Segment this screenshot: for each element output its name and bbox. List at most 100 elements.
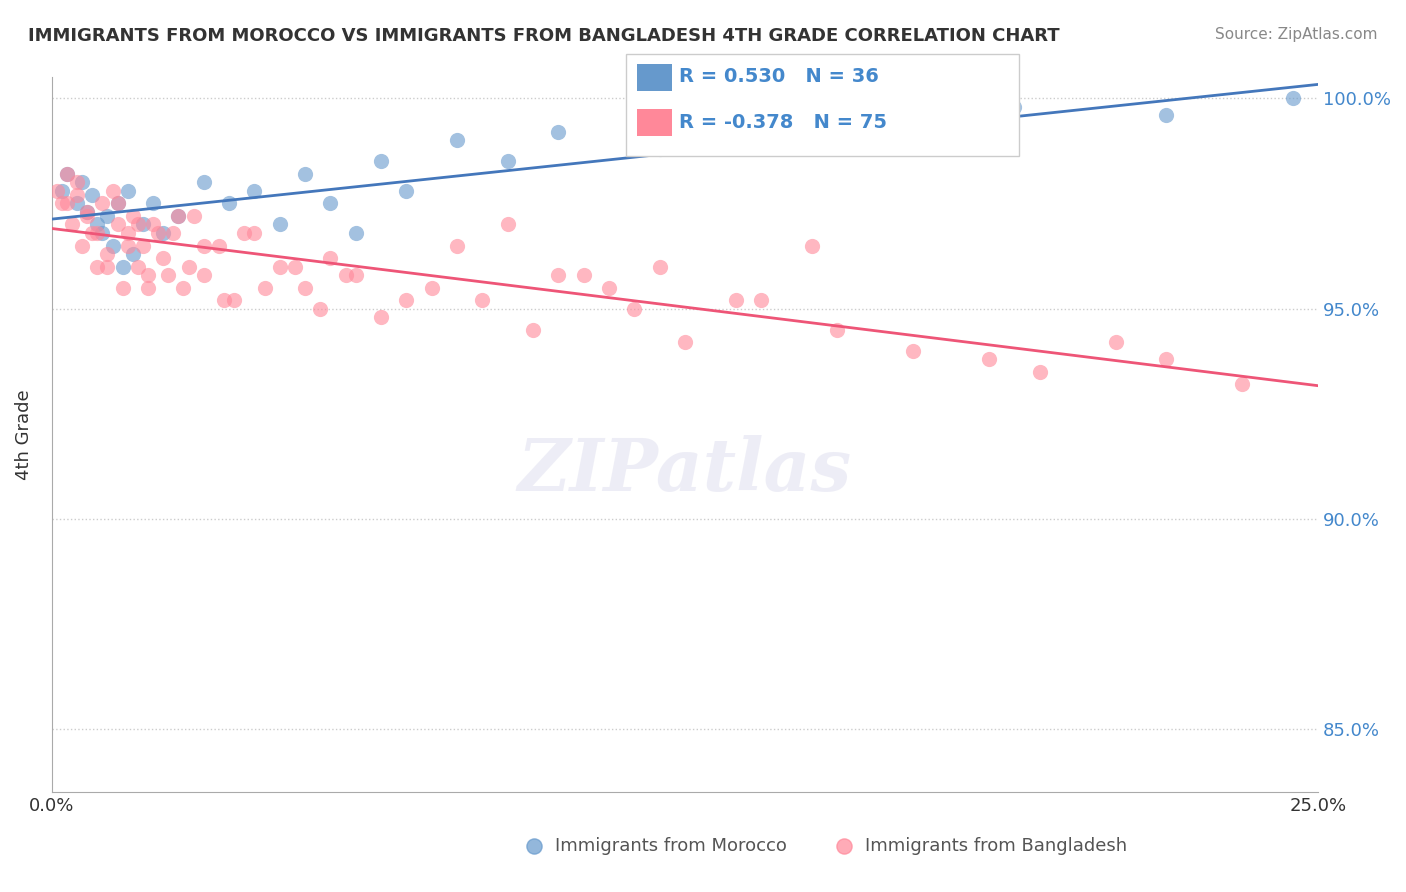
Text: R = 0.530   N = 36: R = 0.530 N = 36 <box>679 67 879 87</box>
Point <box>66 188 89 202</box>
Point <box>193 268 215 282</box>
Point <box>76 205 98 219</box>
Point <box>294 167 316 181</box>
Point <box>446 133 468 147</box>
Point <box>167 209 190 223</box>
Point <box>496 218 519 232</box>
Point <box>157 268 180 282</box>
Point <box>162 226 184 240</box>
Point <box>51 184 73 198</box>
Point <box>344 268 367 282</box>
Point <box>218 196 240 211</box>
Point <box>111 260 134 274</box>
Point <box>648 260 671 274</box>
Point <box>648 142 671 156</box>
Point <box>82 226 104 240</box>
Point <box>269 218 291 232</box>
Point <box>284 260 307 274</box>
Point <box>749 293 772 307</box>
Point <box>370 310 392 324</box>
Point <box>146 226 169 240</box>
Point <box>344 226 367 240</box>
Point <box>1154 108 1177 122</box>
Point <box>547 268 569 282</box>
Text: Immigrants from Morocco: Immigrants from Morocco <box>555 837 787 855</box>
Point <box>132 218 155 232</box>
Point <box>749 120 772 135</box>
Point <box>91 196 114 211</box>
Point <box>172 280 194 294</box>
Point <box>101 238 124 252</box>
Point <box>208 238 231 252</box>
Point <box>1154 351 1177 366</box>
Text: Source: ZipAtlas.com: Source: ZipAtlas.com <box>1215 27 1378 42</box>
Text: R = -0.378   N = 75: R = -0.378 N = 75 <box>679 112 887 132</box>
Point <box>45 184 67 198</box>
Point <box>121 247 143 261</box>
Point <box>117 238 139 252</box>
Point <box>1104 335 1126 350</box>
Point <box>96 209 118 223</box>
Point <box>623 301 645 316</box>
Point <box>177 260 200 274</box>
Point <box>523 838 546 853</box>
Point <box>193 238 215 252</box>
Point <box>167 209 190 223</box>
Point <box>724 293 747 307</box>
Point <box>96 260 118 274</box>
Point <box>395 293 418 307</box>
Point <box>851 133 873 147</box>
Point <box>673 335 696 350</box>
Point <box>446 238 468 252</box>
Point <box>136 268 159 282</box>
Point <box>107 196 129 211</box>
Point <box>107 196 129 211</box>
Y-axis label: 4th Grade: 4th Grade <box>15 389 32 480</box>
Point <box>70 176 93 190</box>
Point <box>1028 365 1050 379</box>
Point <box>82 188 104 202</box>
Point <box>96 247 118 261</box>
Point <box>522 322 544 336</box>
Point <box>253 280 276 294</box>
Point <box>335 268 357 282</box>
Point <box>66 196 89 211</box>
Point <box>121 209 143 223</box>
Point <box>294 280 316 294</box>
Point <box>117 226 139 240</box>
Point <box>243 184 266 198</box>
Point <box>572 268 595 282</box>
Point <box>136 280 159 294</box>
Point <box>1281 91 1303 105</box>
Point <box>243 226 266 240</box>
Point <box>901 343 924 358</box>
Point <box>142 196 165 211</box>
Point <box>56 167 79 181</box>
Point <box>91 226 114 240</box>
Point <box>319 196 342 211</box>
Point <box>269 260 291 274</box>
Point <box>183 209 205 223</box>
Point <box>598 280 620 294</box>
Point <box>66 176 89 190</box>
Point <box>70 238 93 252</box>
Point <box>107 218 129 232</box>
Point <box>86 226 108 240</box>
Point <box>86 218 108 232</box>
Text: ZIPatlas: ZIPatlas <box>517 434 852 506</box>
Text: Immigrants from Bangladesh: Immigrants from Bangladesh <box>865 837 1126 855</box>
Point <box>101 184 124 198</box>
Point <box>132 238 155 252</box>
Point <box>471 293 494 307</box>
Point <box>142 218 165 232</box>
Point <box>86 260 108 274</box>
Point <box>977 351 1000 366</box>
Point <box>76 209 98 223</box>
Point <box>111 280 134 294</box>
Point <box>800 238 823 252</box>
Point <box>547 125 569 139</box>
Point <box>127 218 149 232</box>
Point <box>212 293 235 307</box>
Point <box>395 184 418 198</box>
Point <box>370 154 392 169</box>
